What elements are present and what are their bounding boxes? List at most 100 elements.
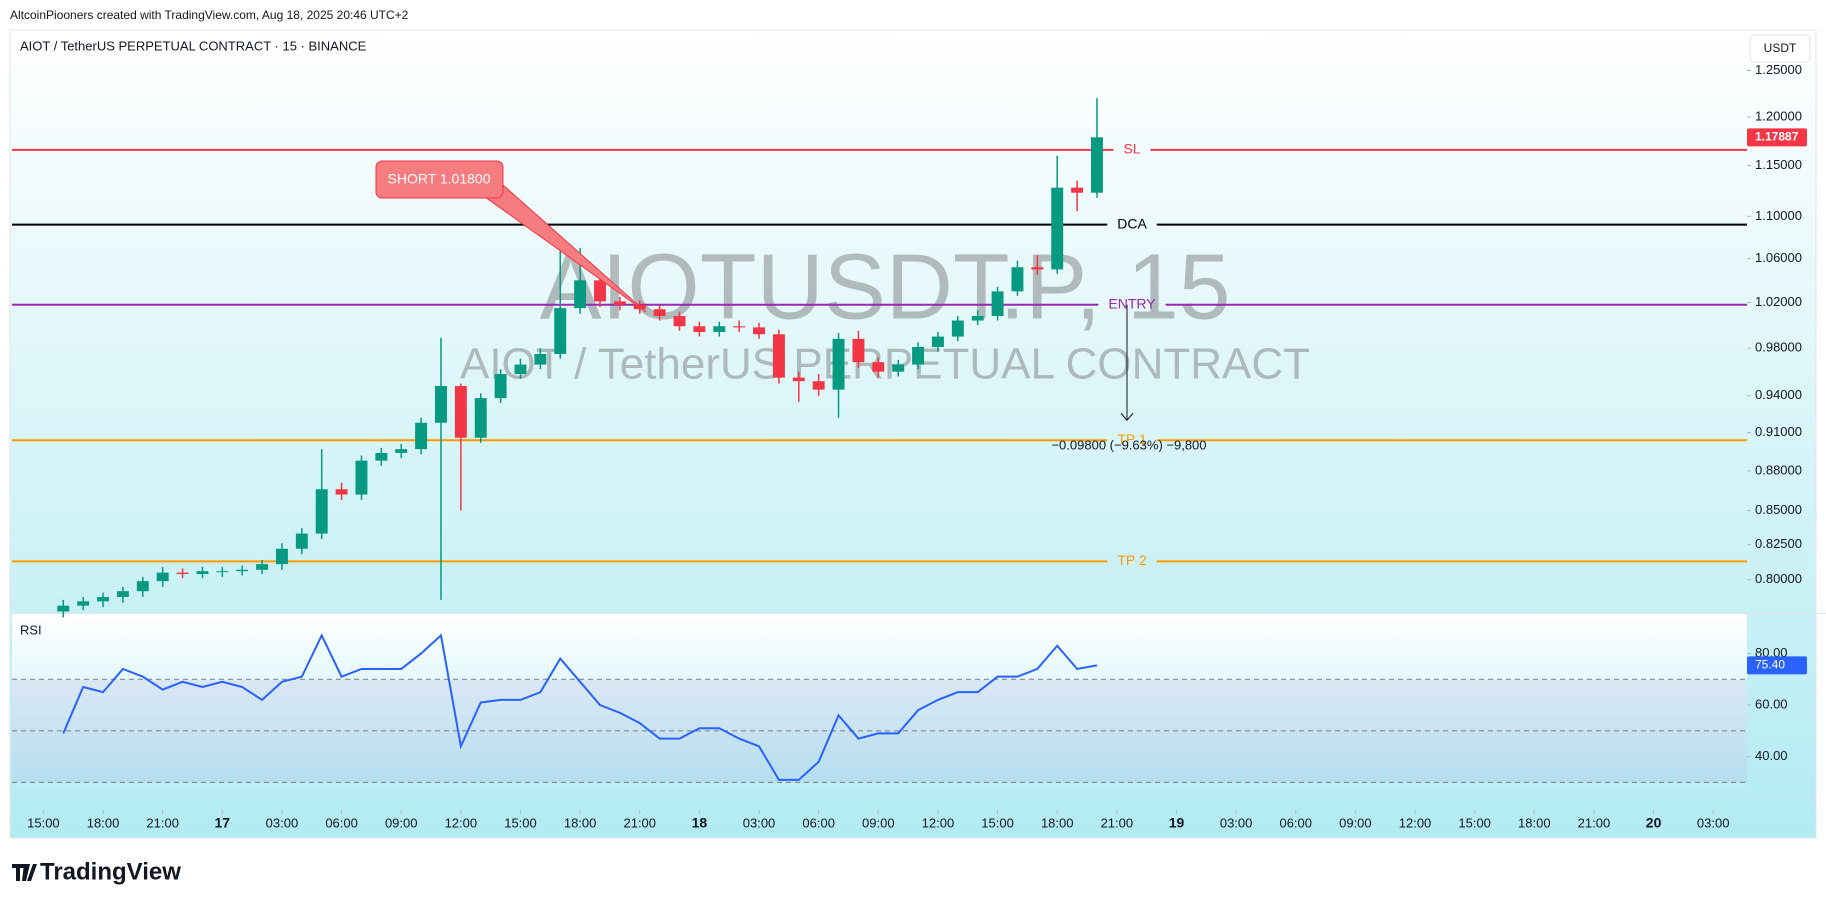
candle-body [415, 422, 428, 450]
symbol-title: AIOT / TetherUS PERPETUAL CONTRACT · 15 … [20, 38, 367, 53]
x-tick-label: 03:00 [743, 815, 776, 830]
candle-body [315, 489, 328, 534]
x-tick-label: 03:00 [1697, 815, 1730, 830]
x-tick-label: 09:00 [862, 815, 895, 830]
candle-body [693, 326, 706, 332]
candle-body [1091, 137, 1103, 193]
logo-text: TradingView [40, 858, 181, 885]
candle-body [912, 346, 925, 365]
candle-body [931, 336, 944, 347]
measure-arrow [1120, 412, 1134, 422]
x-tick-label: 18:00 [564, 815, 597, 830]
candle-body [156, 572, 169, 582]
candle-body [57, 605, 70, 612]
y-tick-label: 0.98000 [1755, 340, 1802, 355]
short-callout: SHORT 1.01800 [375, 160, 647, 313]
candle-body [335, 489, 348, 495]
candle-body [454, 386, 467, 438]
candle-body [713, 326, 726, 332]
candle-body [792, 377, 805, 382]
last-price-box [1747, 128, 1807, 147]
watermark-symbol: AIOTUSDT.P, 15 [540, 235, 1231, 339]
y-tick-label: 1.06000 [1755, 250, 1802, 265]
x-tick-label: 06:00 [325, 815, 358, 830]
x-tick-label: 12:00 [922, 815, 955, 830]
y-tick-label: 1.25000 [1755, 62, 1802, 77]
x-tick-label: 06:00 [1279, 815, 1312, 830]
candle-body [772, 334, 785, 378]
x-tick-label: 17 [215, 815, 231, 831]
y-tick-label: 80.00 [1755, 645, 1788, 660]
x-tick-label: 06:00 [802, 815, 835, 830]
candle-body [494, 374, 507, 399]
candle-body [872, 362, 885, 372]
logo: TradingView [12, 858, 181, 885]
x-tick-label: 21:00 [146, 815, 179, 830]
candle-body [275, 548, 288, 565]
candle-body [951, 320, 964, 337]
x-tick-label: 15:00 [504, 815, 537, 830]
measure-label: −0.09800 (−9.63%) −9,800 [1051, 438, 1206, 453]
x-tick-label: 12:00 [1399, 815, 1432, 830]
plot: 1.25000 1.20000 1.15000 1.10000 1.06000 1.020… [12, 62, 1807, 831]
candle-body [733, 326, 746, 328]
candle-body [991, 291, 1004, 317]
candle-body [594, 280, 606, 302]
candle-body [435, 386, 447, 423]
x-tick-label: 15:00 [981, 815, 1014, 830]
candle-body [574, 280, 587, 309]
x-tick-label: 03:00 [1220, 815, 1253, 830]
candle-body [196, 571, 209, 575]
y-tick-label: 1.20000 [1755, 108, 1802, 123]
header: AltcoinPiooners created with TradingView… [10, 8, 409, 22]
candle-body [1031, 267, 1044, 270]
candle-body [1011, 267, 1024, 292]
candle-body [1051, 187, 1064, 270]
x-tick-label: 15:00 [27, 815, 60, 830]
rsi-title: RSI [20, 622, 42, 637]
candle-body [892, 364, 905, 372]
level-label: SL [1123, 141, 1140, 157]
last-price-label: 1.17887 [1755, 129, 1799, 143]
y-tick-label: 60.00 [1755, 696, 1788, 711]
logo-icon [12, 864, 37, 881]
candle-body [295, 533, 308, 549]
candle-body [116, 591, 129, 597]
x-tick-label: 18:00 [1041, 815, 1074, 830]
x-tick-label: 19 [1169, 815, 1185, 831]
candle-body [236, 569, 249, 572]
rsi-pane [12, 614, 1747, 809]
currency: USDT [1764, 41, 1797, 55]
candle-body [852, 338, 865, 363]
candle-body [613, 301, 626, 305]
currency-button[interactable] [1749, 34, 1811, 63]
candle-body [832, 338, 845, 390]
y-tick-label: 0.82500 [1755, 536, 1802, 551]
candle-body [395, 449, 408, 453]
x-tick-label: 21:00 [1578, 815, 1611, 830]
candle-body [812, 381, 825, 390]
rsi-last-label: 75.40 [1755, 658, 1785, 672]
x-tick-label: 18 [692, 815, 708, 831]
rsi-last-box [1747, 656, 1807, 675]
candle-body [753, 327, 765, 335]
x-tick-label: 18:00 [87, 815, 120, 830]
y-tick-label: 0.80000 [1755, 571, 1802, 586]
y-tick-label: 40.00 [1755, 748, 1788, 763]
candle-body [77, 601, 90, 606]
callout-box [375, 160, 504, 199]
y-tick-label: 0.85000 [1755, 502, 1802, 517]
candle-body [375, 452, 388, 461]
candle-body [355, 460, 368, 495]
candle-body [1071, 187, 1084, 193]
candle-body [216, 571, 229, 573]
y-tick-label: 0.88000 [1755, 462, 1802, 477]
candle-body [971, 316, 984, 321]
y-tick-label: 0.91000 [1755, 424, 1802, 439]
rsi-line [62, 633, 1098, 781]
candle-body [97, 596, 110, 602]
x-tick-label: 12:00 [445, 815, 478, 830]
candle-body [653, 309, 666, 317]
